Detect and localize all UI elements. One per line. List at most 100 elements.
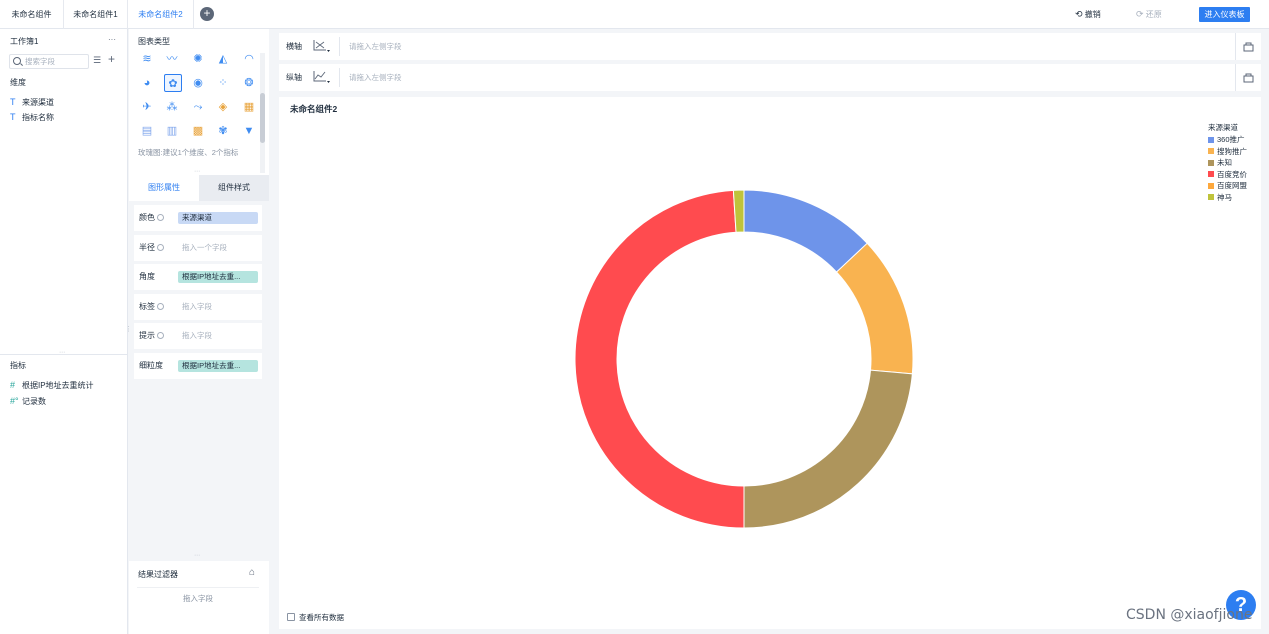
chart-type-sunburst-icon[interactable]: ❂ [244,77,254,89]
tab-bar: 未命名组件 未命名组件1 未命名组件2 + ⟲ 撤销 ⟳ 还原 进入仪表板 [0,0,1269,29]
chart-type-pie-icon[interactable]: ◕ [143,77,151,89]
color-property-field[interactable]: 来源渠道 [178,212,258,224]
label-property-label: 标签 [139,294,164,320]
x-axis-dropzone[interactable]: 请拖入左侧字段 [349,42,402,51]
dimension-header: 维度 [10,78,26,87]
panel-resize-handle[interactable]: ⋮ [125,325,132,333]
sort-icon[interactable]: ☰ [93,55,102,65]
help-button[interactable]: ? [1226,590,1256,620]
dimension-item[interactable]: T 指标名称 [10,111,54,123]
checkbox-icon[interactable] [287,613,295,621]
y-axis-shelf[interactable]: 纵轴 请拖入左侧字段 [279,64,1261,91]
legend-label: 360推广 [1217,135,1245,144]
donut-slice-1[interactable] [835,242,914,375]
chart-area: 横轴 请拖入左侧字段 纵轴 请拖入左侧字段 未命名组件2 [269,29,1269,634]
tab-component-1[interactable]: 未命名组件1 [64,0,128,29]
legend-item-4[interactable]: 百度网盟 [1208,180,1247,192]
measure-label: 记录数 [22,397,46,406]
granularity-property-field[interactable]: 根据IP地址去重... [178,360,258,372]
donut-slice-5[interactable] [732,189,745,233]
tooltip-property-field[interactable]: 拖入字段 [182,331,212,340]
x-axis-shelf[interactable]: 横轴 请拖入左侧字段 [279,33,1261,60]
add-tab-button[interactable]: + [200,7,214,21]
chart-type-rose-icon[interactable]: ✿ [164,74,182,92]
donut-slice-2[interactable] [743,369,913,529]
legend-item-5[interactable]: 神马 [1208,192,1247,204]
y-axis-dropzone[interactable]: 请拖入左侧字段 [349,73,402,82]
tab-component-0[interactable]: 未命名组件 [0,0,64,29]
help-circle-icon [157,303,164,310]
help-circle-icon [157,244,164,251]
x-axis-label: 横轴 [286,42,302,51]
chart-type-cross-table-icon[interactable]: ▥ [166,125,178,137]
legend-swatch [1208,194,1214,201]
undo-icon: ⟲ [1075,9,1083,19]
divider [1235,64,1236,91]
chart-type-table-icon[interactable]: ▤ [141,125,153,137]
redo-button[interactable]: ⟳ 还原 [1136,0,1162,29]
scrollbar-thumb[interactable] [260,93,265,143]
filter-lock-icon[interactable]: ⌂ [249,567,256,578]
chart-type-heatmap-grid-icon[interactable]: ▦ [243,101,255,113]
chart-type-flow-map-icon[interactable]: ⤳ [193,101,203,113]
chart-type-radar-icon[interactable]: ✺ [193,53,203,65]
chart-type-gauge-icon[interactable]: ◠ [244,53,254,65]
chart-type-donut-icon[interactable]: ◉ [193,77,203,89]
legend-item-1[interactable]: 搜狗推广 [1208,146,1247,158]
legend-item-3[interactable]: 百度竞价 [1208,169,1247,181]
y-axis-chart-icon[interactable] [312,70,330,84]
legend-item-2[interactable]: 未知 [1208,157,1247,169]
x-axis-settings-icon[interactable] [1243,41,1254,52]
y-axis-settings-icon[interactable] [1243,72,1254,83]
undo-label: 撤销 [1084,10,1101,19]
chart-type-line-icon[interactable]: 〰 [166,53,178,65]
chart-type-treemap-icon[interactable]: ▩ [192,125,204,137]
chart-type-bubble-map-icon[interactable]: ⁂ [166,101,178,113]
search-input[interactable] [25,56,87,67]
panel-splitter-handle[interactable]: ⋯ [59,350,65,356]
legend-item-0[interactable]: 360推广 [1208,134,1247,146]
chart-type-stacked-area-icon[interactable]: ≋ [142,53,152,65]
panel-splitter-handle[interactable]: ⋯ [194,169,200,175]
chart-type-area-icon[interactable]: ◭ [218,53,228,65]
result-filter-dropzone[interactable]: 拖入字段 [137,587,259,632]
donut-slice-0[interactable] [743,189,868,273]
tab-shape-properties[interactable]: 图形属性 [129,175,199,201]
measure-item[interactable]: # 根据IP地址去重统计 [10,379,94,391]
radius-property-field[interactable]: 拖入一个字段 [182,243,227,252]
label-property-row[interactable]: 标签 拖入字段 [134,294,262,320]
view-all-data-checkbox[interactable]: 查看所有数据 [287,613,344,623]
angle-property-row[interactable]: 角度 根据IP地址去重... [134,264,262,290]
chart-type-funnel-icon[interactable]: ▼ [243,125,255,137]
undo-button[interactable]: ⟲ 撤销 [1075,0,1101,29]
divider [0,354,128,355]
add-field-icon[interactable]: + [108,52,116,66]
chart-type-hint: 玫瑰图:建议1个维度、2个指标 [138,148,239,157]
tab-component-style[interactable]: 组件样式 [218,183,250,192]
angle-property-field[interactable]: 根据IP地址去重... [178,271,258,283]
enter-dashboard-button[interactable]: 进入仪表板 [1199,7,1250,22]
donut-slice-3[interactable] [574,189,745,529]
tooltip-property-row[interactable]: 提示 拖入字段 [134,323,262,349]
chart-legend: 来源渠道 360推广 搜狗推广 未知 百度竞价 百度网盟 神马 [1208,122,1247,204]
panel-splitter-handle[interactable]: ⋯ [194,553,200,559]
chart-type-word-cloud-icon[interactable]: ✾ [218,125,228,137]
dimension-item[interactable]: T 来源渠道 [10,96,54,108]
x-axis-chart-icon[interactable] [312,39,330,53]
more-icon[interactable]: ··· [108,35,116,44]
chart-type-scrollbar[interactable] [260,53,265,173]
chart-canvas: 未命名组件2 来源渠道 360推广 搜狗推广 未知 百度竞价 百度网盟 神马 查看所有数据 [279,97,1261,629]
measure-item[interactable]: #° 记录数 [10,395,46,407]
chart-type-scatter-icon[interactable]: ⁘ [218,77,228,89]
legend-label: 未知 [1217,158,1232,168]
granularity-property-row[interactable]: 细粒度 根据IP地址去重... [134,353,262,379]
donut-chart [574,189,914,529]
chart-type-map-icon[interactable]: ✈ [142,101,152,113]
label-property-field[interactable]: 拖入字段 [182,302,212,311]
view-all-data-label: 查看所有数据 [299,613,344,622]
radius-property-row[interactable]: 半径 拖入一个字段 [134,235,262,261]
chart-type-heat-map-icon[interactable]: ◈ [218,101,228,113]
tab-component-2[interactable]: 未命名组件2 [128,0,194,29]
color-property-row[interactable]: 颜色 来源渠道 [134,205,262,231]
divider [1235,33,1236,60]
